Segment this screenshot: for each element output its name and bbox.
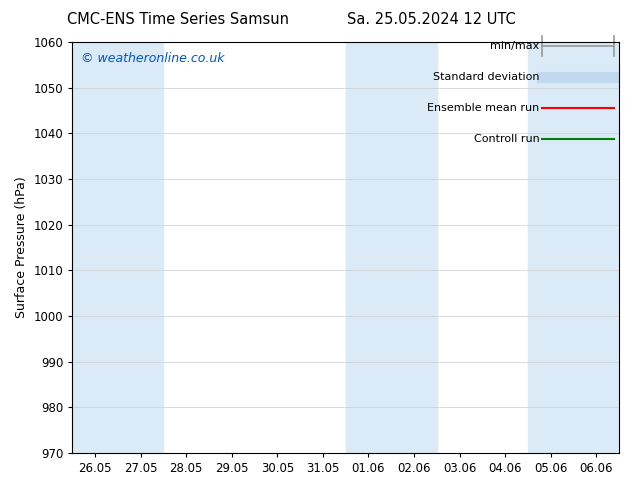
Text: CMC-ENS Time Series Samsun: CMC-ENS Time Series Samsun — [67, 12, 288, 27]
Text: Ensemble mean run: Ensemble mean run — [427, 103, 540, 113]
Text: Standard deviation: Standard deviation — [433, 72, 540, 82]
Bar — [528, 42, 573, 453]
Bar — [391, 42, 437, 453]
Bar — [72, 42, 118, 453]
Bar — [118, 42, 164, 453]
Text: © weatheronline.co.uk: © weatheronline.co.uk — [81, 52, 224, 65]
Bar — [573, 42, 619, 453]
Bar — [346, 42, 391, 453]
Text: min/max: min/max — [491, 41, 540, 51]
Text: Controll run: Controll run — [474, 134, 540, 144]
Y-axis label: Surface Pressure (hPa): Surface Pressure (hPa) — [15, 176, 28, 318]
Text: Sa. 25.05.2024 12 UTC: Sa. 25.05.2024 12 UTC — [347, 12, 515, 27]
